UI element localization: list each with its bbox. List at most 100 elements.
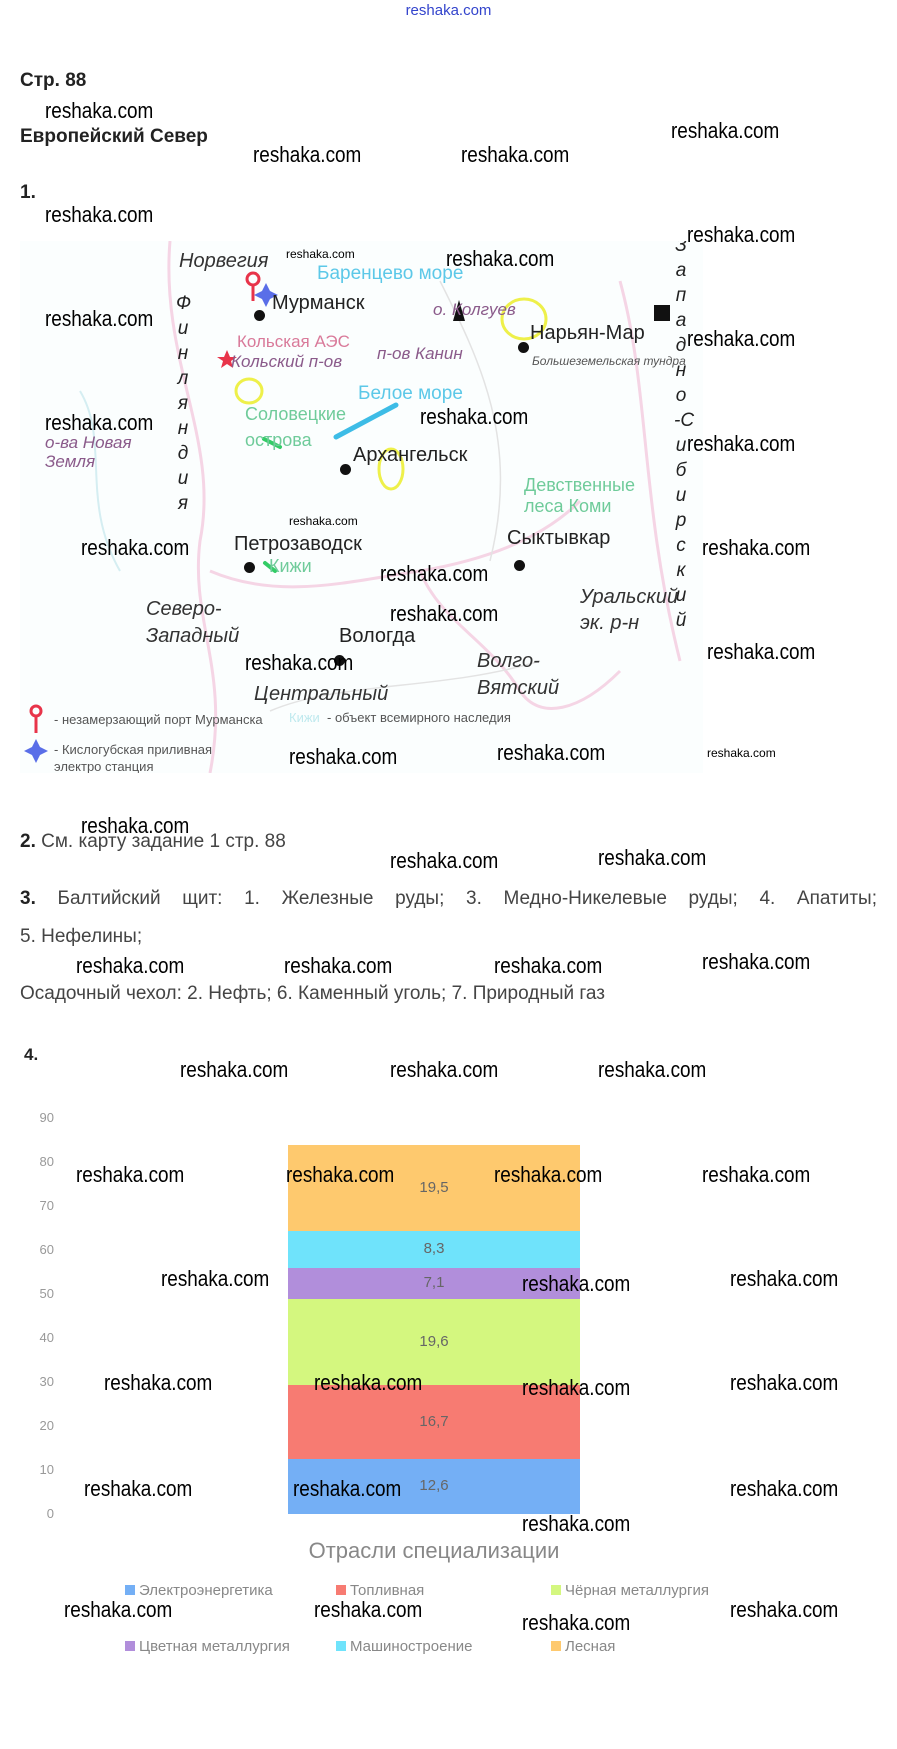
watermark: reshaka.com — [253, 142, 362, 167]
bar-data-label: 12,6 — [419, 1477, 449, 1495]
task-2-number: 2. — [20, 831, 36, 852]
legend-label: Электроэнергетика — [139, 1582, 273, 1599]
legend-port-icon — [29, 704, 43, 733]
watermark: reshaka.com — [289, 514, 358, 528]
legend-label: Чёрная металлургия — [565, 1582, 709, 1599]
watermark: reshaka.com — [598, 1057, 707, 1082]
section-title: Европейский Север — [20, 126, 208, 147]
label-naryan-mar: Нарьян-Мар — [530, 322, 645, 344]
task-3-number: 3. — [20, 888, 36, 909]
label-kanin: п-ов Канин — [377, 344, 463, 363]
murmansk-dot — [254, 310, 265, 321]
watermark: reshaka.com — [76, 1162, 185, 1187]
y-tick-label: 90 — [39, 1110, 54, 1125]
task-1-number: 1. — [20, 182, 36, 203]
watermark: reshaka.com — [730, 1597, 839, 1622]
label-barents-sea: Баренцево море — [317, 263, 464, 284]
legend-heritage-sample: Кижи — [289, 710, 320, 725]
watermark: reshaka.com — [730, 1266, 839, 1291]
task-4-number: 4. — [24, 1045, 39, 1064]
syktyvkar-dot — [514, 560, 525, 571]
watermark: reshaka.com — [45, 306, 154, 331]
square-marker — [654, 305, 670, 321]
watermark: reshaka.com — [390, 601, 499, 626]
label-syktyvkar: Сыктывкар — [507, 527, 611, 549]
map-european-north: Норвегия Финляндия Западно-Сибирский Бар… — [20, 241, 703, 773]
white-sea-line — [333, 402, 399, 440]
y-tick-label: 30 — [39, 1374, 54, 1389]
bar-segment — [288, 1267, 580, 1299]
legend-label: Машиностроение — [350, 1638, 473, 1655]
watermark: reshaka.com — [286, 247, 355, 261]
watermark: reshaka.com — [45, 98, 154, 123]
bar-data-label: 8,3 — [423, 1240, 445, 1258]
task-2: 2. См. карту задание 1 стр. 88 — [20, 831, 286, 853]
label-komi-forests-1: Девственные — [524, 475, 636, 495]
watermark: reshaka.com — [522, 1375, 631, 1400]
task-3-text-1: Балтийский щит: 1. Железные руды; 3. Мед… — [57, 888, 878, 909]
watermark: reshaka.com — [314, 1597, 423, 1622]
bar-data-label: 7,1 — [423, 1274, 445, 1292]
watermark: reshaka.com — [707, 639, 816, 664]
watermark: reshaka.com — [180, 1057, 289, 1082]
legend-port-text: - незамерзающий порт Мурманска — [54, 712, 263, 727]
watermark: reshaka.com — [293, 1476, 402, 1501]
legend-item: Чёрная металлургия — [551, 1582, 709, 1599]
watermark: reshaka.com — [446, 246, 555, 271]
label-kola-npp: Кольская АЭС — [237, 332, 350, 351]
legend-swatch — [336, 1641, 346, 1651]
highlight-circle — [377, 447, 405, 491]
petrozavodsk-dot — [244, 562, 255, 573]
tidal-station-icon — [254, 283, 278, 307]
task-3-line-1: 3. Балтийский щит: 1. Железные руды; 3. … — [20, 888, 877, 910]
bar-data-label: 19,6 — [419, 1332, 449, 1350]
bar-segment — [288, 1231, 580, 1268]
legend-swatch — [551, 1641, 561, 1651]
watermark: reshaka.com — [702, 535, 811, 560]
watermark: reshaka.com — [687, 431, 796, 456]
watermark: reshaka.com — [494, 953, 603, 978]
highlight-circle — [234, 377, 264, 405]
task-3-line-3: Осадочный чехол: 2. Нефть; 6. Каменный у… — [20, 983, 605, 1004]
watermark: reshaka.com — [702, 1162, 811, 1187]
label-northwest-2: Западный — [146, 625, 240, 647]
watermark: reshaka.com — [461, 142, 570, 167]
label-northwest-1: Северо- — [146, 598, 222, 620]
watermark: reshaka.com — [314, 1370, 423, 1395]
watermark: reshaka.com — [104, 1370, 213, 1395]
chart-title: Отрасли специализации — [308, 1538, 560, 1563]
label-ural-1: Уральский — [580, 586, 679, 608]
legend-label: Топливная — [350, 1582, 425, 1599]
watermark: reshaka.com — [707, 746, 776, 760]
watermark: reshaka.com — [494, 1162, 603, 1187]
watermark: reshaka.com — [522, 1271, 631, 1296]
legend-label: Цветная металлургия — [139, 1638, 290, 1655]
legend-swatch — [125, 1585, 135, 1595]
task-2-text: См. карту задание 1 стр. 88 — [41, 831, 286, 852]
label-novaya-zemlya-2: Земля — [45, 452, 96, 471]
port-icon — [245, 271, 261, 301]
label-bolshezemelskaya: Большеземельская тундра — [532, 354, 686, 368]
legend-swatch — [125, 1641, 135, 1651]
watermark: reshaka.com — [687, 326, 796, 351]
bar-segment — [288, 1458, 580, 1514]
y-tick-label: 80 — [39, 1154, 54, 1169]
watermark: reshaka.com — [84, 1476, 193, 1501]
label-kolguev: о. Колгуев — [433, 300, 516, 319]
bar-segment — [288, 1385, 580, 1459]
watermark: reshaka.com — [81, 813, 190, 838]
legend-item: Топливная — [336, 1582, 424, 1599]
watermark: reshaka.com — [284, 953, 393, 978]
label-central: Центральный — [254, 683, 389, 705]
label-petrozavodsk: Петрозаводск — [234, 533, 362, 555]
label-white-sea: Белое море — [358, 383, 463, 404]
y-tick-label: 50 — [39, 1286, 54, 1301]
legend-tidal-icon — [24, 739, 48, 763]
label-vologda: Вологда — [339, 625, 416, 647]
label-kizhi: Кижи — [269, 556, 312, 576]
arkhangelsk-dot — [340, 464, 351, 475]
site-link[interactable]: reshaka.com — [405, 2, 492, 19]
bar-data-label: 16,7 — [419, 1412, 449, 1430]
bar-segment — [288, 1145, 580, 1232]
watermark: reshaka.com — [687, 222, 796, 247]
